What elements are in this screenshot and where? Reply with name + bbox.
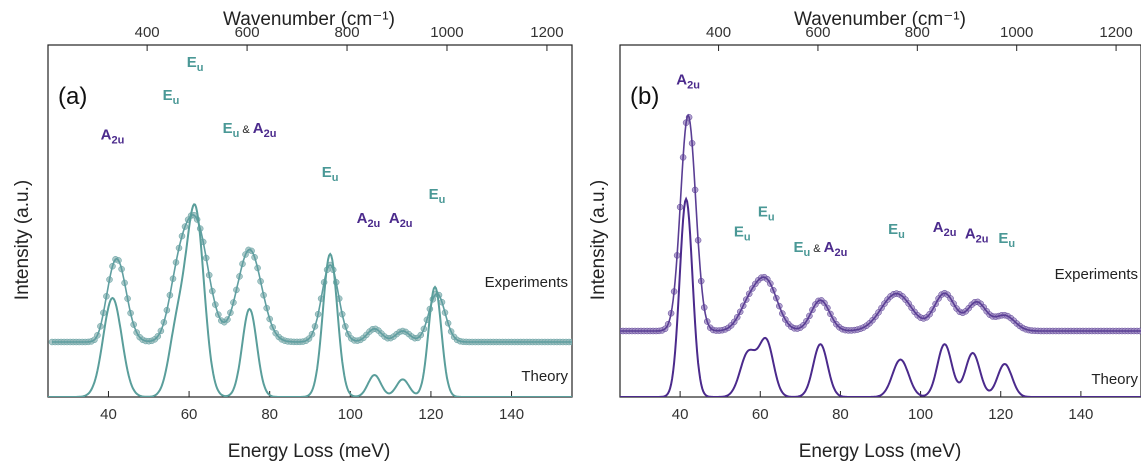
panel-b-peak-label: Eu​ bbox=[734, 223, 751, 243]
panel-a-x-tick-label: 100 bbox=[338, 406, 363, 423]
panel-a-x-tick-label: 60 bbox=[181, 406, 198, 423]
panel-b-x-tick-label: 80 bbox=[832, 406, 849, 423]
panel-b-x-tick-label: 40 bbox=[672, 406, 689, 423]
panel-a-theory-label: Theory bbox=[521, 368, 568, 385]
panel-a-x2-tick-label: 600 bbox=[235, 24, 260, 41]
panel-b-x-tick-label: 120 bbox=[988, 406, 1013, 423]
panel-a-plot-frame bbox=[47, 44, 573, 398]
panel-a-theory-line bbox=[48, 203, 572, 397]
panel-a-peak-label: Eu​ bbox=[163, 87, 180, 107]
panel-a-top-axis-title: Wavenumber (cm⁻¹) bbox=[223, 9, 395, 30]
panel-a-peak-label: A2u​ bbox=[101, 127, 125, 147]
panel-b-peak-label: Eu​ bbox=[758, 204, 775, 224]
panel-b-peak-label: Eu​ bbox=[888, 221, 905, 241]
panel-b-x-axis-title: Energy Loss (meV) bbox=[799, 441, 962, 462]
panel-b-peak-label: A2u​ bbox=[965, 226, 989, 246]
panel-b-plot-frame bbox=[619, 44, 1141, 398]
panel-a-x-tick-label: 80 bbox=[261, 406, 278, 423]
panel-b-x2-tick-label: 600 bbox=[805, 24, 830, 41]
panel-b-label: (b) bbox=[630, 83, 659, 110]
panel-a-peak-label: Eu​ bbox=[429, 186, 446, 206]
panel-b-x2-tick-label: 1200 bbox=[1099, 24, 1132, 41]
panel-b-x2-tick-label: 400 bbox=[706, 24, 731, 41]
panel-b-experiment-markers bbox=[620, 114, 1141, 335]
panel-a: Wavenumber (cm⁻¹) Intensity (a.u.) Energ… bbox=[12, 9, 573, 462]
panel-a-experiments-label: Experiments bbox=[485, 274, 568, 291]
panel-b-x-tick-label: 140 bbox=[1068, 406, 1093, 423]
panel-b-experiments-label: Experiments bbox=[1055, 266, 1138, 283]
panel-a-x2-tick-label: 400 bbox=[135, 24, 160, 41]
panel-a-label: (a) bbox=[58, 83, 87, 110]
panel-b-x-tick-label: 100 bbox=[908, 406, 933, 423]
panel-a-peak-label: Eu​ & A2u​ bbox=[223, 120, 277, 140]
panel-a-peak-label: A2u​ bbox=[389, 210, 413, 230]
panel-a-x2-tick-label: 1000 bbox=[430, 24, 463, 41]
panel-a-peak-label: Eu​ bbox=[322, 164, 339, 184]
panel-b-x-tick-label: 60 bbox=[752, 406, 769, 423]
panel-a-peak-label: Eu​ bbox=[187, 54, 204, 74]
panel-b-peak-label: Eu​ bbox=[998, 230, 1015, 250]
panel-a-peak-label: A2u​ bbox=[357, 210, 381, 230]
panel-a-y-axis-title: Intensity (a.u.) bbox=[12, 180, 33, 300]
panel-a-x2-tick-label: 800 bbox=[335, 24, 360, 41]
panel-b-experiment-line bbox=[620, 113, 1141, 332]
panel-a-x-tick-label: 40 bbox=[100, 406, 117, 423]
panel-b: Wavenumber (cm⁻¹) Intensity (a.u.) Energ… bbox=[588, 9, 1141, 462]
panel-b-peak-label: Eu​ & A2u​ bbox=[793, 239, 847, 259]
panel-b-x2-tick-label: 800 bbox=[905, 24, 930, 41]
panel-a-x-tick-label: 120 bbox=[418, 406, 443, 423]
panel-b-theory-line bbox=[620, 196, 1141, 397]
panel-a-x2-tick-label: 1200 bbox=[530, 24, 563, 41]
panel-b-peak-label: A2u​ bbox=[933, 219, 957, 239]
panel-b-peak-label: A2u​ bbox=[676, 72, 700, 92]
panel-b-theory-label: Theory bbox=[1091, 371, 1138, 388]
panel-b-x2-tick-label: 1000 bbox=[1000, 24, 1033, 41]
panel-a-x-axis-title: Energy Loss (meV) bbox=[228, 441, 391, 462]
panel-a-experiment-line bbox=[52, 214, 572, 343]
panel-a-x-tick-label: 140 bbox=[499, 406, 524, 423]
panel-b-y-axis-title: Intensity (a.u.) bbox=[588, 180, 609, 300]
panel-b-top-axis-title: Wavenumber (cm⁻¹) bbox=[794, 9, 966, 30]
